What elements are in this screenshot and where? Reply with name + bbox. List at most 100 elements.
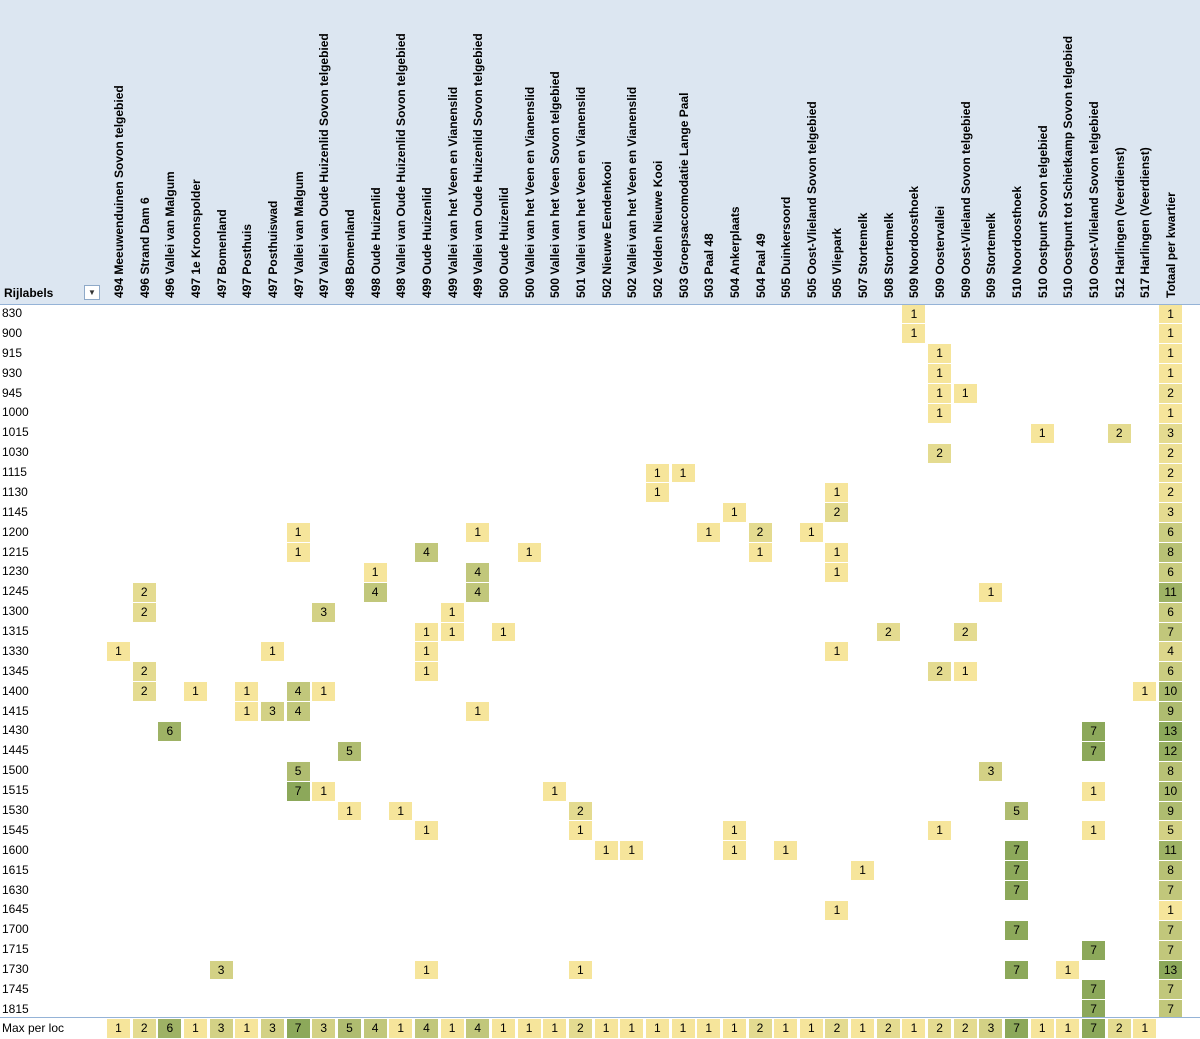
total-cell: 7	[1159, 1000, 1183, 1020]
column-header: 502 Vallei van het Veen en Vianenslid	[619, 0, 644, 304]
total-cell: 7	[1159, 980, 1183, 1000]
data-cell: 7	[1082, 741, 1106, 761]
data-cell: 7	[1005, 841, 1029, 861]
data-cell: 7	[1082, 1000, 1106, 1020]
row-label: 1015	[2, 425, 29, 440]
data-cell: 1	[440, 622, 464, 642]
data-cell: 4	[466, 562, 490, 582]
data-cell: 1	[337, 801, 361, 821]
total-cell: 2	[1159, 483, 1183, 503]
column-header: 510 Oost-Vlieland Sovon telgebied	[1081, 0, 1106, 304]
column-header-label: 509 Noordoosthoek	[907, 185, 922, 298]
column-header-label: 501 Vallei van het Veen en Vianenslid	[573, 86, 588, 298]
row-label: 1715	[2, 942, 29, 957]
data-cell: 1	[825, 562, 849, 582]
data-cell: 1	[363, 562, 387, 582]
column-header: 500 Vallei van het Veen Sovon telgebied	[542, 0, 567, 304]
max-cell: 1	[1056, 1019, 1080, 1038]
column-header-label: 509 Stortemelk	[984, 212, 999, 298]
max-cell: 1	[851, 1019, 875, 1038]
row-label: 1745	[2, 981, 29, 996]
column-header: 505 Duinkersoord	[773, 0, 798, 304]
max-cell: 2	[748, 1019, 772, 1038]
data-cell: 1	[697, 523, 721, 543]
data-cell: 3	[979, 761, 1003, 781]
data-cell: 1	[1056, 960, 1080, 980]
data-cell: 1	[953, 662, 977, 682]
column-header: 498 Vallei van Oude Huizenlid Sovon telg…	[388, 0, 413, 304]
column-header: 510 Oostpunt Sovon telgebied	[1030, 0, 1055, 304]
row-label: 1115	[2, 465, 27, 480]
column-header: 497 Posthuis	[234, 0, 259, 304]
column-header: 509 Oostervallei	[927, 0, 952, 304]
column-header-label: 497 Posthuis	[240, 223, 255, 298]
row-label: 1445	[2, 743, 29, 758]
column-header: 504 Ankerplaats	[722, 0, 747, 304]
row-label: 1545	[2, 822, 29, 837]
max-cell: 1	[543, 1019, 567, 1038]
row-label: 1245	[2, 584, 29, 599]
data-cell: 1	[979, 582, 1003, 602]
data-cell: 2	[928, 662, 952, 682]
column-header-label: 497 Vallei van Oude Huizenlid Sovon telg…	[317, 33, 332, 298]
column-header-label: 510 Oostpunt Sovon telgebied	[1035, 125, 1050, 298]
row-label: 900	[2, 325, 23, 340]
max-cell: 1	[440, 1019, 464, 1038]
data-cell: 1	[928, 821, 952, 841]
total-cell: 1	[1159, 304, 1183, 324]
column-header-label: 510 Oostpunt tot Schietkamp Sovon telgeb…	[1061, 35, 1076, 298]
max-cell: 1	[491, 1019, 515, 1038]
max-cell: 1	[1030, 1019, 1054, 1038]
data-cell: 2	[928, 443, 952, 463]
data-cell: 2	[132, 682, 156, 702]
data-cell: 1	[902, 304, 926, 324]
column-header-label: 505 Duinkersoord	[779, 196, 794, 298]
column-header: 499 Vallei van het Veen en Vianenslid	[440, 0, 465, 304]
total-cell: 3	[1159, 423, 1183, 443]
max-cell: 2	[1107, 1019, 1131, 1038]
column-header: Totaal per kwartier	[1158, 0, 1183, 304]
data-cell: 6	[158, 721, 182, 741]
column-header-label: 509 Oostervallei	[933, 205, 948, 298]
total-cell: 10	[1159, 781, 1183, 801]
data-cell: 1	[312, 781, 336, 801]
data-cell: 1	[1030, 423, 1054, 443]
row-label: 1000	[2, 405, 29, 420]
max-cell: 1	[183, 1019, 207, 1038]
column-header: 498 Bomenland	[337, 0, 362, 304]
total-cell: 8	[1159, 861, 1183, 881]
data-cell: 1	[568, 821, 592, 841]
column-header-label: 509 Oost-Vlieland Sovon telgebied	[958, 101, 973, 298]
data-cell: 1	[235, 702, 259, 721]
row-filter-button[interactable]: ▼	[84, 285, 100, 300]
data-cell: 1	[928, 364, 952, 384]
column-header-label: 499 Vallei van Oude Huizenlid Sovon telg…	[471, 33, 486, 298]
column-header: 510 Noordoosthoek	[1004, 0, 1029, 304]
data-cell: 1	[594, 841, 618, 861]
row-label: 1400	[2, 683, 29, 698]
data-cell: 1	[235, 682, 259, 702]
column-header-label: 497 Posthuiswad	[265, 200, 280, 298]
data-cell: 2	[1107, 423, 1131, 443]
data-cell: 2	[953, 622, 977, 642]
total-cell: 5	[1159, 821, 1183, 841]
data-cell: 1	[671, 463, 695, 483]
data-cell: 1	[517, 543, 541, 562]
column-header-label: 497 Vallei van Malgum	[291, 171, 306, 298]
data-cell: 1	[953, 384, 977, 403]
data-cell: 1	[312, 682, 336, 702]
data-cell: 1	[414, 821, 438, 841]
max-cell: 7	[1005, 1019, 1029, 1038]
data-cell: 1	[414, 642, 438, 662]
data-cell: 1	[414, 622, 438, 642]
data-cell: 1	[722, 821, 746, 841]
total-cell: 1	[1159, 900, 1183, 920]
total-cell: 2	[1159, 384, 1183, 403]
max-row-label: Max per loc	[2, 1021, 65, 1035]
column-header-label: Totaal per kwartier	[1164, 192, 1179, 298]
max-cell: 1	[902, 1019, 926, 1038]
column-header: 504 Paal 49	[748, 0, 773, 304]
total-cell: 12	[1159, 741, 1183, 761]
data-cell: 2	[825, 503, 849, 523]
column-header: 503 Groepsaccomodatie Lange Paal	[671, 0, 696, 304]
